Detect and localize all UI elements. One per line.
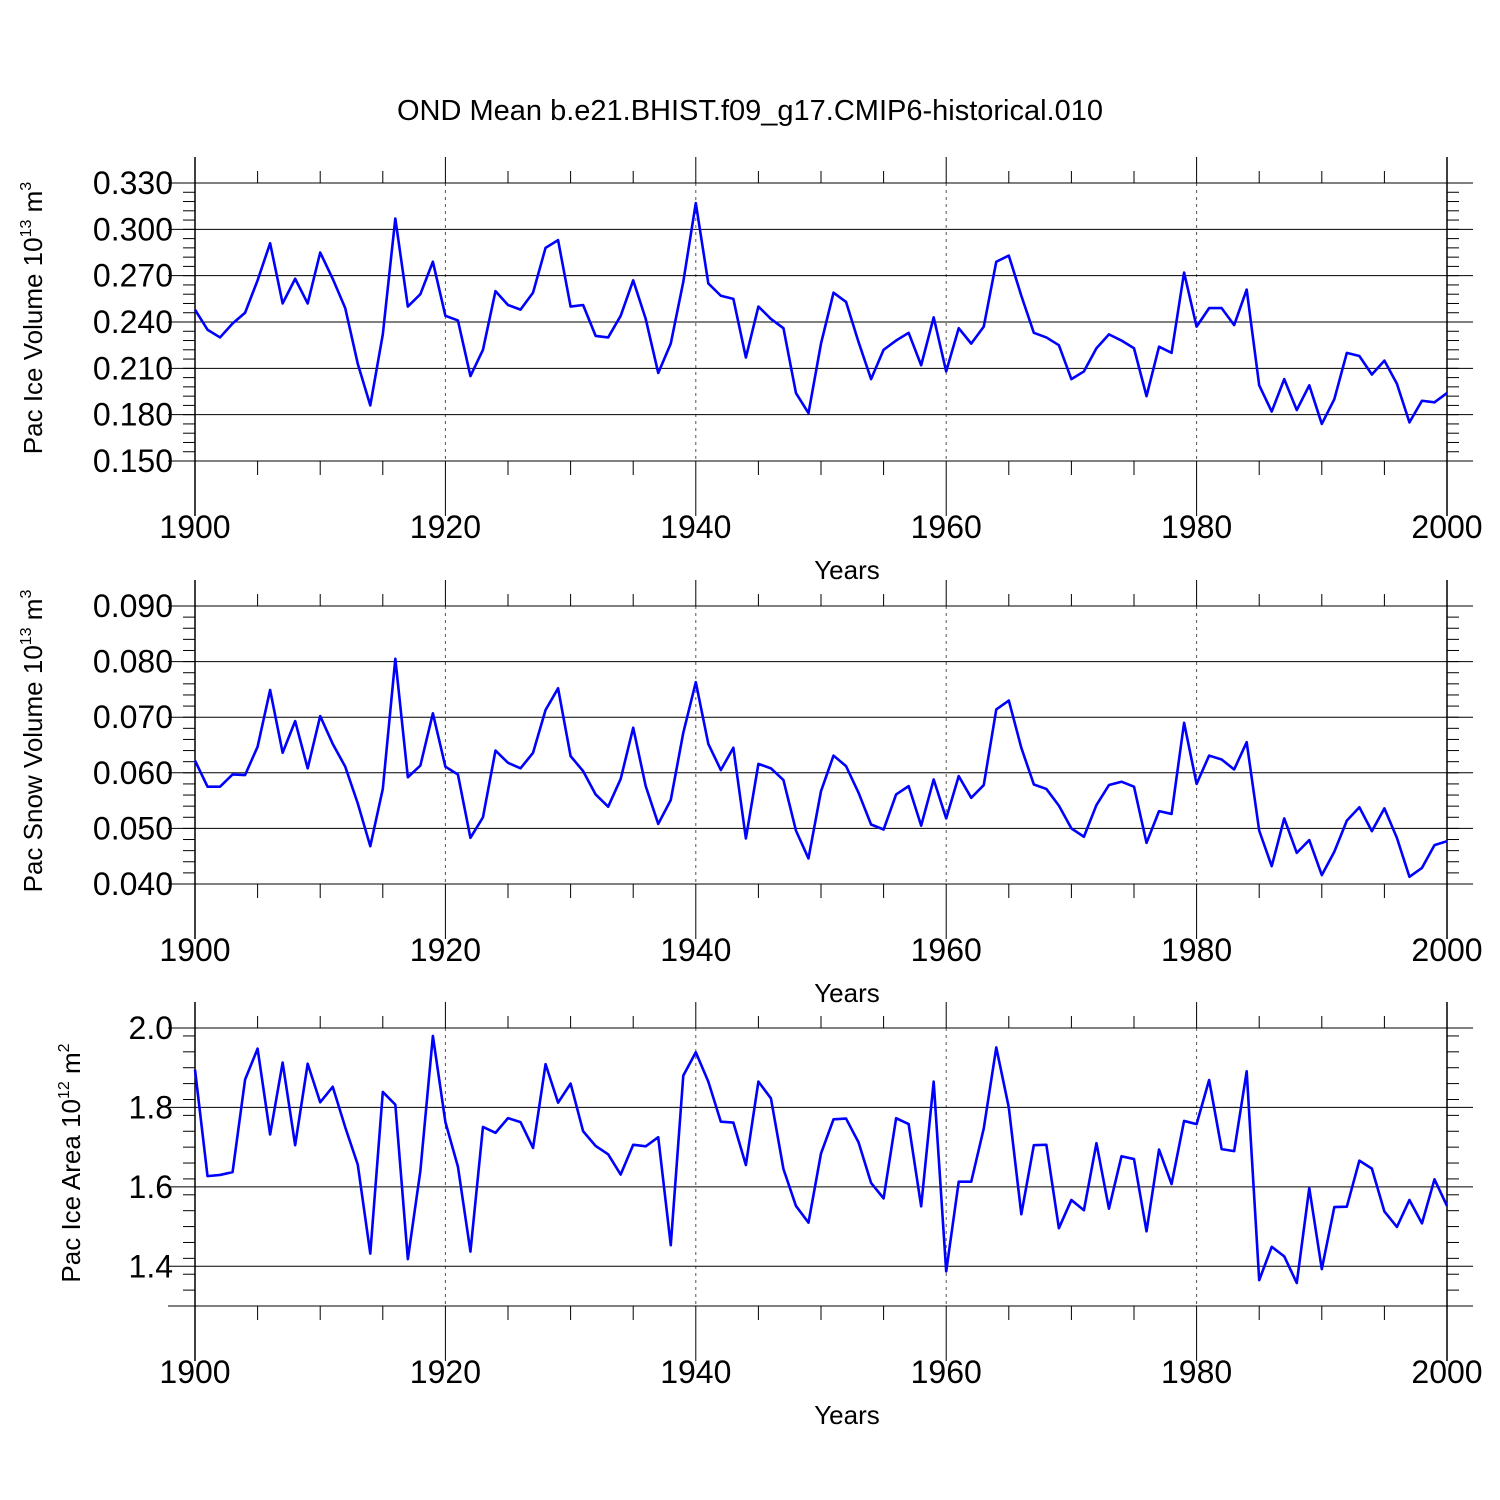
y-axis-title: Pac Ice Area 1012 m2 [56,1043,86,1282]
panel-ice-area: 1.4 1.6 1.8 2.0 1900 1920 1940 1960 1980 2000 Year… [56,1002,1483,1430]
y-tick-label: 0.070 [93,699,173,735]
y-tick-label: 2.0 [129,1010,173,1046]
x-tick-label: 1900 [159,1354,230,1390]
y-tick-label: 0.150 [93,443,173,479]
x-tick-label: 2000 [1411,509,1482,545]
x-tick-label: 1900 [159,932,230,968]
x-tick-label: 1980 [1161,509,1232,545]
series-line-snow-volume [193,657,1448,879]
x-tick-label: 1940 [660,509,731,545]
panel-snow-volume: 0.040 0.050 0.060 0.070 0.080 0.090 1900 1920 19… [18,580,1483,1008]
x-tick-label: 1960 [911,932,982,968]
y-tick-label: 0.050 [93,810,173,846]
y-tick-label: 0.060 [93,755,173,791]
x-tick-label: 1940 [660,932,731,968]
x-axis-title: Years [814,978,880,1008]
x-tick-label: 1920 [410,932,481,968]
y-tick-label: 1.4 [129,1248,173,1284]
series-line-ice-volume [193,201,1448,426]
x-axis-title: Years [814,1400,880,1430]
x-tick-label: 1920 [410,1354,481,1390]
x-tick-label: 2000 [1411,1354,1482,1390]
figure-title: OND Mean b.e21.BHIST.f09_g17.CMIP6-histo… [397,95,1103,127]
x-tick-label: 1980 [1161,1354,1232,1390]
y-tick-label: 1.6 [129,1169,173,1205]
series-line-ice-area [193,1034,1449,1285]
y-tick-label: 0.300 [93,211,173,247]
y-tick-label: 0.080 [93,644,173,680]
panel-ice-volume: 0.150 0.180 0.210 0.240 0.270 0.300 0.330 1900 1… [18,157,1483,585]
y-tick-label: 1.8 [129,1089,173,1125]
x-tick-label: 1960 [911,1354,982,1390]
x-tick-label: 1980 [1161,932,1232,968]
x-tick-label: 1920 [410,509,481,545]
x-tick-label: 1940 [660,1354,731,1390]
y-axis-title: Pac Snow Volume 1013 m3 [18,590,48,893]
y-tick-label: 0.210 [93,350,173,386]
y-tick-label: 0.330 [93,165,173,201]
y-axis-title: Pac Ice Volume 1013 m3 [18,182,48,455]
x-tick-label: 1900 [159,509,230,545]
y-tick-label: 0.240 [93,304,173,340]
y-tick-label: 0.040 [93,866,173,902]
y-tick-label: 0.090 [93,588,173,624]
y-tick-label: 0.270 [93,258,173,294]
x-tick-label: 1960 [911,509,982,545]
x-axis-title: Years [814,555,880,585]
x-tick-label: 2000 [1411,932,1482,968]
y-tick-label: 0.180 [93,397,173,433]
